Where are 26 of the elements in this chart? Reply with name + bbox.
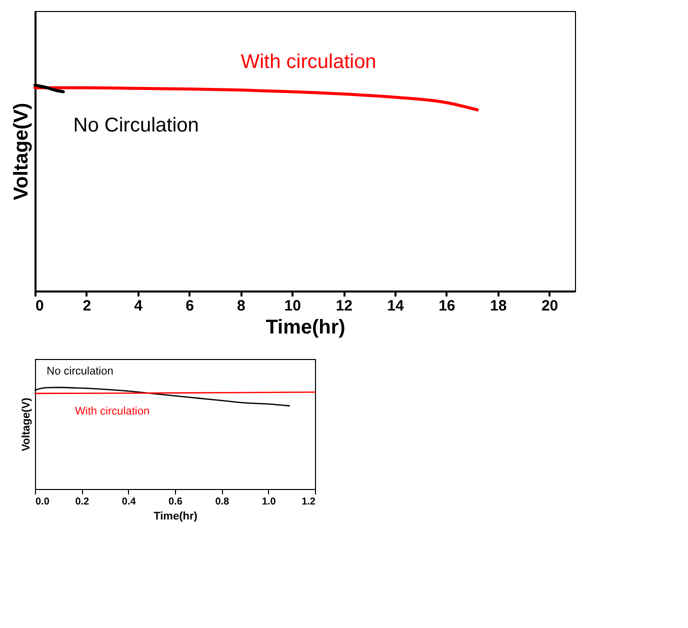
x-axis-title: Time(hr): [266, 316, 346, 338]
x-tick-label: 20: [541, 298, 558, 314]
x-tick-label: 0.4: [122, 496, 136, 508]
x-tick-label: 4: [134, 298, 144, 314]
series-label: With circulation: [75, 405, 150, 418]
x-tick-label: 6: [186, 298, 194, 314]
x-tick-label: 10: [284, 298, 301, 314]
x-tick-label: 12: [336, 298, 352, 314]
series-label: With circulation: [240, 51, 376, 74]
y-axis-title: Voltage(V): [20, 397, 32, 452]
x-tick-label: 16: [438, 298, 456, 314]
x-tick-label: 0.2: [75, 496, 90, 508]
x-tick-label: 1.0: [262, 496, 276, 508]
x-tick-label: 1.2: [302, 496, 316, 508]
x-tick-label: 18: [490, 298, 507, 314]
y-axis-title: Voltage(V): [10, 102, 32, 200]
x-tick-label: 0.8: [215, 496, 230, 508]
x-tick-label: 0.6: [168, 496, 183, 508]
x-axis-title: Time(hr): [154, 510, 198, 522]
x-tick-label: 14: [387, 298, 404, 314]
x-tick-label: 0.0: [36, 496, 50, 508]
series-label: No circulation: [46, 366, 114, 378]
x-tick-label: 2: [82, 298, 92, 314]
x-tick-label: 0: [36, 298, 44, 314]
series-label: No Circulation: [73, 114, 199, 137]
x-tick-label: 8: [237, 298, 246, 314]
